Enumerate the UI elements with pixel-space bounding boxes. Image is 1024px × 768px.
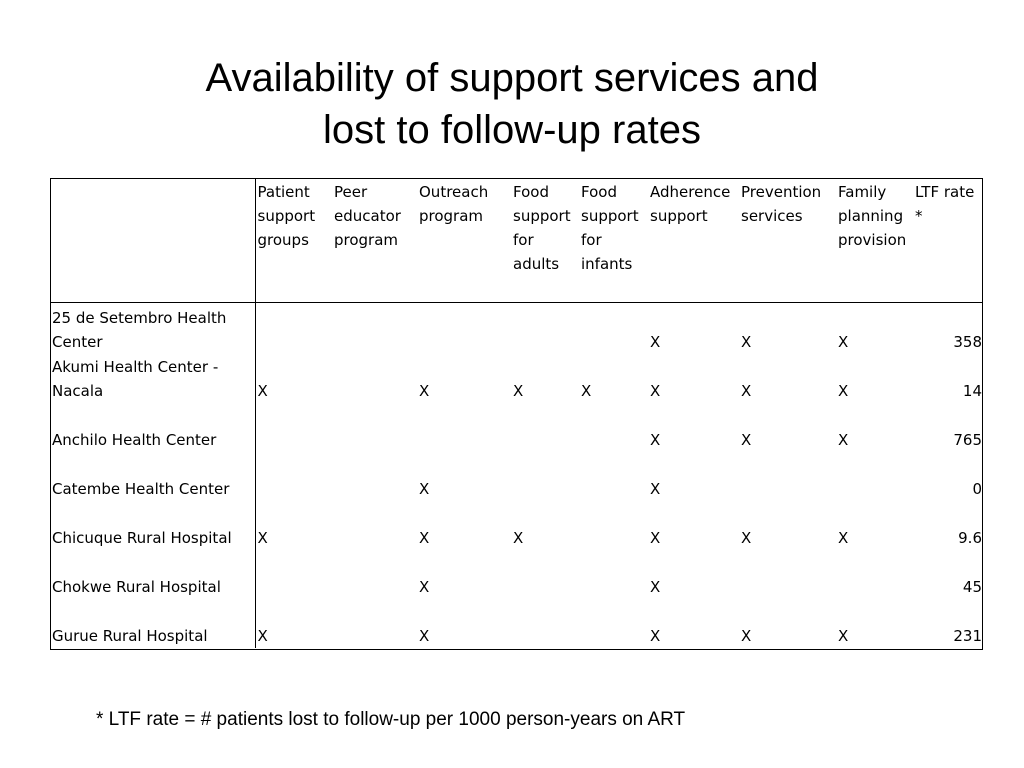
- header-facility: [50, 178, 256, 303]
- table-row: Gurue Rural Hospital X X X X X 231: [50, 599, 982, 648]
- cell: [579, 403, 648, 452]
- ltf-rate-value: 231: [953, 627, 982, 645]
- cell: [332, 452, 417, 501]
- facility-name: Gurue Rural Hospital: [50, 599, 256, 648]
- cell: [332, 403, 417, 452]
- header-patient-support-groups: Patient support groups: [255, 178, 332, 303]
- facility-name: Anchilo Health Center: [50, 403, 256, 452]
- cell: [332, 303, 417, 355]
- footnote: * LTF rate = # patients lost to follow-u…: [96, 709, 686, 730]
- facility-name: Akumi Health Center - Nacala: [50, 354, 256, 403]
- cell: X: [741, 529, 752, 547]
- cell: X: [838, 333, 849, 351]
- cell: X: [419, 578, 430, 596]
- header-family-planning: Family planning provision: [836, 178, 913, 303]
- cell: [332, 354, 417, 403]
- table-row: Anchilo Health Center X X X 765: [50, 403, 982, 452]
- table-row: Catembe Health Center X X 0: [50, 452, 982, 501]
- header-food-support-infants: Food support for infants: [579, 178, 648, 303]
- title-line-2: lost to follow-up rates: [323, 108, 701, 152]
- cell: [511, 403, 579, 452]
- slide-title: Availability of support services and los…: [0, 52, 1024, 156]
- cell: X: [838, 627, 849, 645]
- cell: [332, 599, 417, 648]
- cell: [511, 452, 579, 501]
- cell: X: [257, 382, 268, 400]
- cell: X: [257, 627, 268, 645]
- ltf-rate-value: 9.6: [958, 529, 982, 547]
- cell: X: [838, 529, 849, 547]
- cell: [739, 452, 836, 501]
- cell: X: [838, 382, 849, 400]
- table-header-row: Patient support groups Peer educator pro…: [50, 178, 982, 303]
- cell: [255, 550, 332, 599]
- cell: X: [650, 480, 661, 498]
- cell: X: [513, 529, 524, 547]
- cell: X: [419, 627, 430, 645]
- cell: [255, 452, 332, 501]
- cell: [739, 550, 836, 599]
- table-row: Chokwe Rural Hospital X X 45: [50, 550, 982, 599]
- cell: [511, 599, 579, 648]
- facility-name: Chokwe Rural Hospital: [50, 550, 256, 599]
- cell: [836, 452, 913, 501]
- cell: [511, 550, 579, 599]
- header-ltf-rate: LTF rate *: [913, 178, 982, 303]
- ltf-rate-value: 0: [972, 480, 982, 498]
- cell: X: [513, 382, 524, 400]
- cell: X: [650, 627, 661, 645]
- ltf-rate-value: 358: [953, 333, 982, 351]
- cell: X: [419, 480, 430, 498]
- support-services-table: Patient support groups Peer educator pro…: [50, 178, 982, 648]
- cell: [836, 550, 913, 599]
- cell: X: [741, 333, 752, 351]
- cell: X: [650, 529, 661, 547]
- cell: X: [741, 627, 752, 645]
- cell: X: [650, 578, 661, 596]
- cell: [332, 501, 417, 550]
- facility-name: Catembe Health Center: [50, 452, 256, 501]
- cell: X: [741, 382, 752, 400]
- cell: [579, 501, 648, 550]
- cell: [417, 403, 511, 452]
- cell: X: [838, 431, 849, 449]
- table-row: Akumi Health Center - Nacala X X X X X X…: [50, 354, 982, 403]
- ltf-rate-value: 45: [962, 578, 982, 596]
- header-food-support-adults: Food support for adults: [511, 178, 579, 303]
- cell: [579, 550, 648, 599]
- cell: [332, 550, 417, 599]
- cell: [417, 303, 511, 355]
- cell: [255, 403, 332, 452]
- cell: X: [741, 431, 752, 449]
- header-prevention-services: Prevention services: [739, 178, 836, 303]
- cell: X: [581, 382, 592, 400]
- cell: [579, 599, 648, 648]
- cell: X: [419, 382, 430, 400]
- cell: [579, 452, 648, 501]
- cell: X: [257, 529, 268, 547]
- cell: X: [650, 382, 661, 400]
- header-outreach-program: Outreach program: [417, 178, 511, 303]
- table-row: 25 de Setembro Health Center X X X 358: [50, 302, 982, 355]
- cell: [255, 303, 332, 355]
- header-adherence-support: Adherence support: [648, 178, 739, 303]
- cell: X: [419, 529, 430, 547]
- cell: [511, 303, 579, 355]
- header-peer-educator-program: Peer educator program: [332, 178, 417, 303]
- cell: X: [650, 333, 661, 351]
- ltf-rate-value: 14: [962, 382, 982, 400]
- facility-name: Chicuque Rural Hospital: [50, 501, 256, 550]
- ltf-rate-value: 765: [953, 431, 982, 449]
- table-row: Chicuque Rural Hospital X X X X X X 9.6: [50, 501, 982, 550]
- facility-name: 25 de Setembro Health Center: [50, 302, 256, 354]
- title-line-1: Availability of support services and: [205, 56, 819, 100]
- cell: [579, 303, 648, 355]
- cell: X: [650, 431, 661, 449]
